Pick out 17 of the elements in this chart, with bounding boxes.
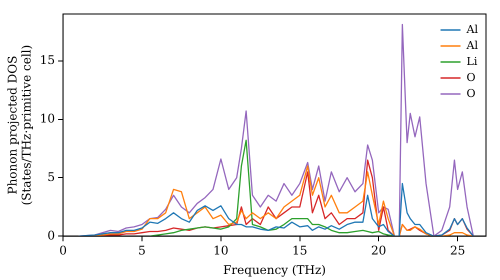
y-tick-label: 15 <box>40 52 56 67</box>
x-tick-label: 10 <box>213 244 229 258</box>
x-tick-label: 0 <box>59 244 67 258</box>
y-tick-label: 5 <box>47 170 56 184</box>
legend-label: O <box>466 86 476 100</box>
y-tick-label: 10 <box>40 111 56 126</box>
y-tick-label: 0 <box>47 228 56 242</box>
legend-label: O <box>466 70 476 84</box>
legend-label: Al <box>466 38 478 52</box>
x-tick-label: 20 <box>371 244 386 258</box>
y-axis-title: Phonon projected DOS (States/THz·primitive cell) <box>5 44 34 206</box>
x-axis-title: Frequency (THz) <box>223 262 326 277</box>
x-tick-label: 15 <box>292 244 308 258</box>
legend-label: Al <box>466 22 478 36</box>
x-tick-label: 5 <box>138 244 146 258</box>
legend-label: Li <box>466 54 478 68</box>
x-tick-label: 25 <box>450 244 466 258</box>
